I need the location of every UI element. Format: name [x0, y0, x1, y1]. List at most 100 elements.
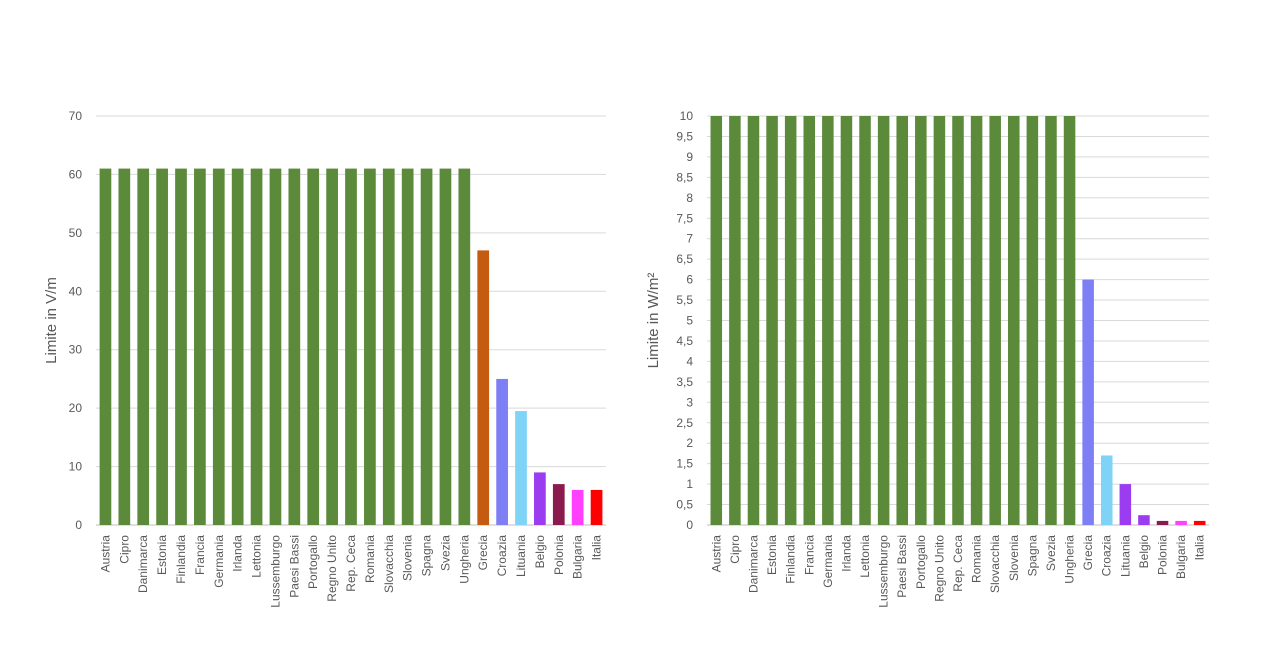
- x-tick-label: Paesi Bassi: [895, 535, 909, 598]
- bar-lussemburgo: [877, 116, 890, 525]
- x-tick-label: Estonia: [765, 535, 779, 575]
- y-tick-label: 7: [686, 232, 693, 246]
- bar-rep-ceca: [345, 168, 357, 526]
- x-tick-label: Lituania: [1118, 535, 1132, 577]
- bar-austria: [99, 168, 112, 526]
- bar-belgio: [534, 472, 546, 525]
- y-tick-label: 2,5: [676, 416, 693, 430]
- bar-francia: [194, 168, 206, 526]
- bar-slovacchia: [382, 168, 395, 526]
- bar-spagna: [1026, 116, 1039, 525]
- bar-polonia: [552, 484, 565, 525]
- x-tick-label: Lettonia: [250, 535, 264, 578]
- x-tick-label: Polonia: [552, 535, 566, 575]
- bar-regno-unito: [326, 168, 338, 526]
- x-tick-label: Bulgaria: [1174, 535, 1188, 579]
- y-tick-label: 40: [69, 284, 83, 298]
- x-tick-label: Lituania: [514, 535, 528, 577]
- y-tick-label: 50: [69, 226, 83, 240]
- x-tick-label: Regno Unito: [325, 535, 339, 602]
- y-tick-label: 4: [686, 354, 693, 368]
- bar-danimarca: [747, 116, 760, 525]
- x-tick-label: Finlandia: [174, 535, 188, 584]
- x-tick-label: Lussemburgo: [268, 535, 282, 608]
- bar-estonia: [156, 168, 168, 526]
- bar-lituania: [515, 411, 527, 525]
- x-tick-label: Rep. Ceca: [951, 535, 965, 592]
- x-tick-label: Danimarca: [746, 535, 760, 593]
- x-tick-label: Slovenia: [401, 535, 415, 581]
- bar-polonia: [1156, 520, 1169, 525]
- x-tick-label: Francia: [193, 535, 207, 575]
- x-tick-label: Polonia: [1156, 535, 1170, 575]
- x-tick-label: Portogallo: [306, 535, 320, 589]
- x-tick-label: Irlanda: [231, 535, 245, 572]
- x-tick-label: Regno Unito: [932, 535, 946, 602]
- x-tick-label: Italia: [1193, 535, 1207, 561]
- bar-germania: [212, 168, 225, 526]
- bar-finlandia: [784, 116, 797, 525]
- y-tick-label: 8: [686, 191, 693, 205]
- bar-paesi-bassi: [288, 168, 301, 526]
- x-tick-label: Svezia: [438, 535, 452, 571]
- y-axis-title: Limite in W/m²: [645, 273, 662, 369]
- y-tick-label: 9: [686, 150, 693, 164]
- x-tick-label: Slovacchia: [988, 535, 1002, 593]
- bar-ungheria: [458, 168, 471, 526]
- bar-irlanda: [231, 168, 244, 526]
- y-tick-label: 5: [686, 314, 693, 328]
- x-tick-label: Romania: [363, 535, 377, 583]
- y-tick-label: 4,5: [676, 334, 693, 348]
- y-tick-label: 0: [75, 518, 82, 532]
- x-tick-label: Irlanda: [839, 535, 853, 572]
- x-tick-label: Danimarca: [136, 535, 150, 593]
- bar-lettonia: [250, 168, 263, 526]
- y-tick-label: 10: [69, 460, 83, 474]
- bar-cipro: [729, 116, 741, 525]
- x-tick-label: Ungheria: [1063, 535, 1077, 584]
- x-tick-label: Spagna: [1025, 535, 1039, 577]
- bar-finlandia: [175, 168, 187, 526]
- x-tick-label: Bulgaria: [571, 535, 585, 579]
- x-tick-label: Austria: [709, 535, 723, 573]
- x-tick-label: Lussemburgo: [877, 535, 891, 608]
- bar-svezia: [439, 168, 452, 526]
- x-tick-label: Croazia: [495, 535, 509, 577]
- x-tick-label: Svezia: [1044, 535, 1058, 571]
- x-tick-label: Grecia: [476, 535, 490, 571]
- x-tick-label: Cipro: [117, 535, 131, 564]
- bar-belgio: [1138, 515, 1150, 525]
- bar-grecia: [477, 250, 490, 525]
- bar-croazia: [496, 378, 508, 525]
- bar-estonia: [766, 116, 778, 525]
- bar-grecia: [1082, 279, 1094, 525]
- bars: [99, 168, 603, 526]
- bars: [710, 116, 1206, 525]
- x-tick-label: Croazia: [1100, 535, 1114, 577]
- x-tick-label: Grecia: [1081, 535, 1095, 571]
- y-tick-label: 0: [686, 518, 693, 532]
- bar-regno-unito: [933, 116, 946, 525]
- y-tick-label: 70: [69, 109, 83, 123]
- x-tick-label: Rep. Ceca: [344, 535, 358, 592]
- bar-portogallo: [915, 116, 927, 525]
- bar-slovenia: [401, 168, 414, 526]
- bar-portogallo: [307, 168, 320, 526]
- x-tick-label: Romania: [970, 535, 984, 583]
- bar-ungheria: [1063, 116, 1076, 525]
- x-tick-label: Cipro: [728, 535, 742, 564]
- x-tick-label: Germania: [212, 535, 226, 588]
- bar-francia: [803, 116, 816, 525]
- y-tick-label: 0,5: [676, 498, 693, 512]
- y-tick-label: 1: [686, 477, 693, 491]
- chart-limite-v-m: 0 10 20 30 40 50 60 70 Limite in V/m Austria Cipro…: [43, 109, 606, 608]
- y-tick-label: 2: [686, 436, 693, 450]
- bar-lituania: [1119, 484, 1132, 525]
- x-tick-label: Belgio: [1137, 535, 1151, 569]
- y-axis-title: Limite in V/m: [43, 277, 60, 364]
- y-tick-label: 6: [686, 273, 693, 287]
- bar-bulgaria: [1175, 520, 1187, 525]
- bar-lettonia: [859, 116, 871, 525]
- x-tick-label: Francia: [802, 535, 816, 575]
- x-tick-label: Estonia: [155, 535, 169, 575]
